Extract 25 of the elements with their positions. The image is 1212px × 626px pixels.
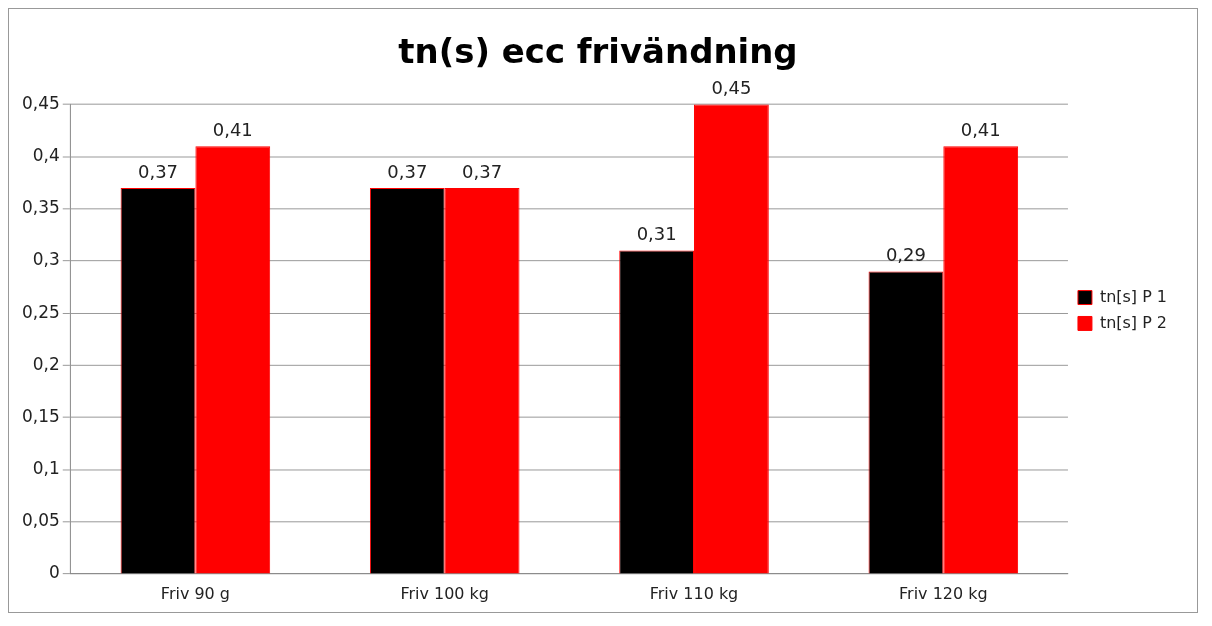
data-label: 0,37 <box>462 160 503 182</box>
x-tick-label: Friv 120 kg <box>899 583 988 603</box>
data-label: 0,37 <box>387 160 428 182</box>
x-tick-label: Friv 90 g <box>160 583 230 603</box>
data-label: 0,37 <box>138 160 178 182</box>
y-tick-label: 0 <box>48 562 60 583</box>
x-tick-label: Friv 100 kg <box>400 583 489 603</box>
legend-label: tn[s] P 2 <box>1099 312 1168 332</box>
legend-label: tn[s] P 1 <box>1099 286 1168 306</box>
data-label: 0,31 <box>636 223 677 245</box>
chart-title: tn(s) ecc frivändning <box>398 32 798 72</box>
y-tick-label: 0,45 <box>22 92 60 113</box>
data-label: 0,29 <box>885 244 926 266</box>
y-tick-label: 0,05 <box>22 510 60 531</box>
y-tick-label: 0,3 <box>32 249 60 270</box>
y-tick-label: 0,4 <box>32 145 60 166</box>
y-tick-label: 0,15 <box>22 405 60 426</box>
data-label: 0,41 <box>960 118 1001 140</box>
data-label: 0,41 <box>212 118 253 140</box>
data-label: 0,45 <box>711 77 752 99</box>
y-tick-label: 0,2 <box>32 353 60 374</box>
y-tick-label: 0,1 <box>32 458 60 479</box>
y-tick-label: 0,35 <box>22 197 60 218</box>
y-tick-label: 0,25 <box>22 301 60 322</box>
x-tick-label: Friv 110 kg <box>649 583 739 603</box>
